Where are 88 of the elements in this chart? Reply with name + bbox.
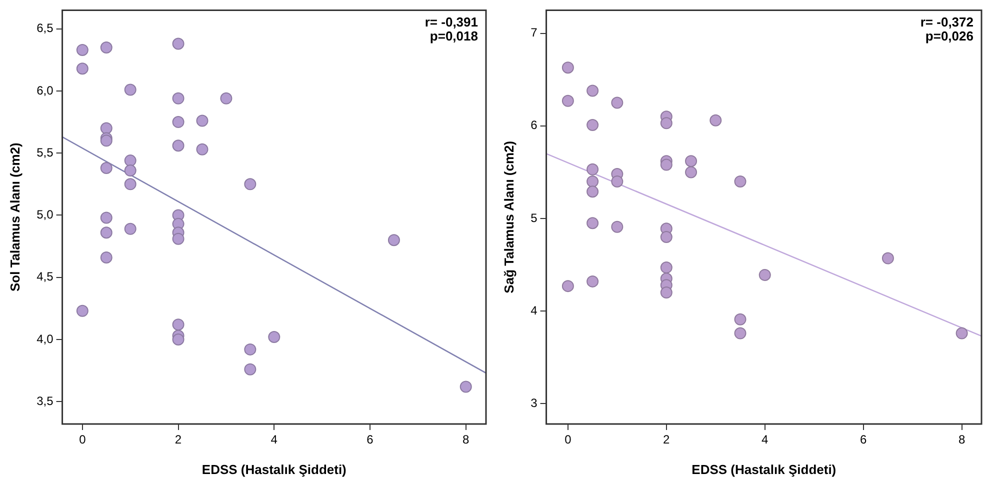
point	[611, 96, 624, 109]
point	[172, 334, 184, 346]
point	[586, 186, 599, 198]
point	[460, 380, 472, 393]
point	[244, 178, 256, 190]
point	[196, 143, 208, 156]
point	[172, 318, 184, 331]
annotation: p=0,018	[430, 28, 478, 44]
point	[100, 41, 112, 54]
point	[734, 313, 746, 326]
point	[244, 343, 256, 356]
point	[76, 304, 88, 317]
y-axis-title: Sol Talamus Alanı (cm2)	[7, 142, 22, 292]
point	[388, 234, 400, 246]
y-axis-title: Sağ Talamus Alanı (cm2)	[501, 140, 516, 294]
annotation: r= -0,372	[920, 14, 974, 30]
point	[660, 231, 672, 244]
point	[196, 114, 208, 127]
point	[660, 286, 672, 299]
point	[734, 175, 746, 188]
y-tick-label: 6,0	[36, 83, 54, 98]
point	[220, 92, 232, 104]
x-tick-label: 6	[366, 432, 374, 447]
point	[660, 158, 672, 171]
y-tick-label: 5,0	[36, 208, 54, 222]
point	[124, 222, 136, 235]
x-tick-label: 2	[174, 432, 182, 447]
point	[562, 280, 574, 292]
x-tick-label: 4	[762, 432, 769, 447]
point	[660, 117, 672, 130]
point	[734, 327, 746, 340]
point	[244, 363, 256, 376]
point	[100, 122, 112, 134]
point	[100, 162, 112, 174]
point	[562, 94, 574, 107]
point	[562, 62, 574, 74]
point	[611, 220, 624, 233]
point	[172, 140, 184, 152]
y-tick-label: 5	[530, 210, 538, 225]
point	[956, 327, 968, 340]
point	[172, 116, 184, 128]
point	[660, 262, 672, 274]
point	[172, 92, 184, 104]
point	[611, 175, 624, 188]
point	[685, 166, 698, 178]
y-tick-label: 6	[530, 118, 538, 132]
point	[100, 212, 112, 224]
point	[882, 252, 894, 264]
point	[172, 38, 184, 50]
point	[586, 84, 599, 97]
point	[586, 175, 599, 188]
x-tick-label: 0	[79, 432, 86, 447]
x-tick-label: 2	[663, 432, 670, 447]
x-tick-label: 4	[270, 432, 278, 447]
annotation: r= -0,391	[424, 14, 478, 30]
point	[76, 44, 88, 56]
x-tick-label: 8	[462, 432, 470, 447]
point	[100, 251, 112, 264]
y-tick-label: 7	[530, 26, 538, 40]
x-tick-label: 8	[958, 432, 966, 447]
point	[124, 178, 136, 190]
x-tick-label: 6	[860, 432, 867, 447]
point	[586, 118, 599, 131]
y-tick-label: 5,5	[36, 145, 54, 160]
point	[100, 134, 112, 147]
x-axis-title: EDSS (Hastalık Şiddeti)	[202, 462, 346, 477]
point	[586, 217, 599, 230]
point	[100, 226, 112, 239]
y-tick-label: 6,5	[36, 21, 54, 36]
point	[710, 114, 722, 126]
x-axis-title: EDSS (Hastalık Şiddeti)	[692, 462, 836, 477]
y-tick-label: 4,5	[36, 270, 54, 284]
point	[124, 164, 136, 176]
y-tick-label: 3	[530, 396, 538, 410]
y-tick-label: 4	[530, 303, 538, 318]
y-tick-label: 3,5	[36, 394, 54, 408]
point	[124, 154, 136, 167]
point	[268, 331, 280, 344]
point	[685, 155, 698, 168]
annotation: p=0,026	[925, 28, 974, 44]
point	[586, 163, 599, 176]
point	[586, 275, 599, 288]
point	[76, 62, 88, 75]
point	[124, 84, 136, 96]
point	[172, 232, 184, 245]
x-tick-label: 0	[564, 432, 572, 447]
y-tick-label: 4,0	[36, 332, 54, 346]
point	[758, 268, 771, 281]
